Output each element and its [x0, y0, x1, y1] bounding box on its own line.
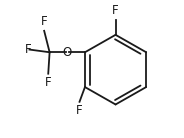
Text: O: O — [63, 46, 72, 59]
Text: F: F — [41, 15, 47, 28]
Text: F: F — [112, 4, 119, 17]
Text: F: F — [45, 76, 52, 89]
Text: F: F — [76, 104, 83, 117]
Text: F: F — [24, 43, 31, 56]
